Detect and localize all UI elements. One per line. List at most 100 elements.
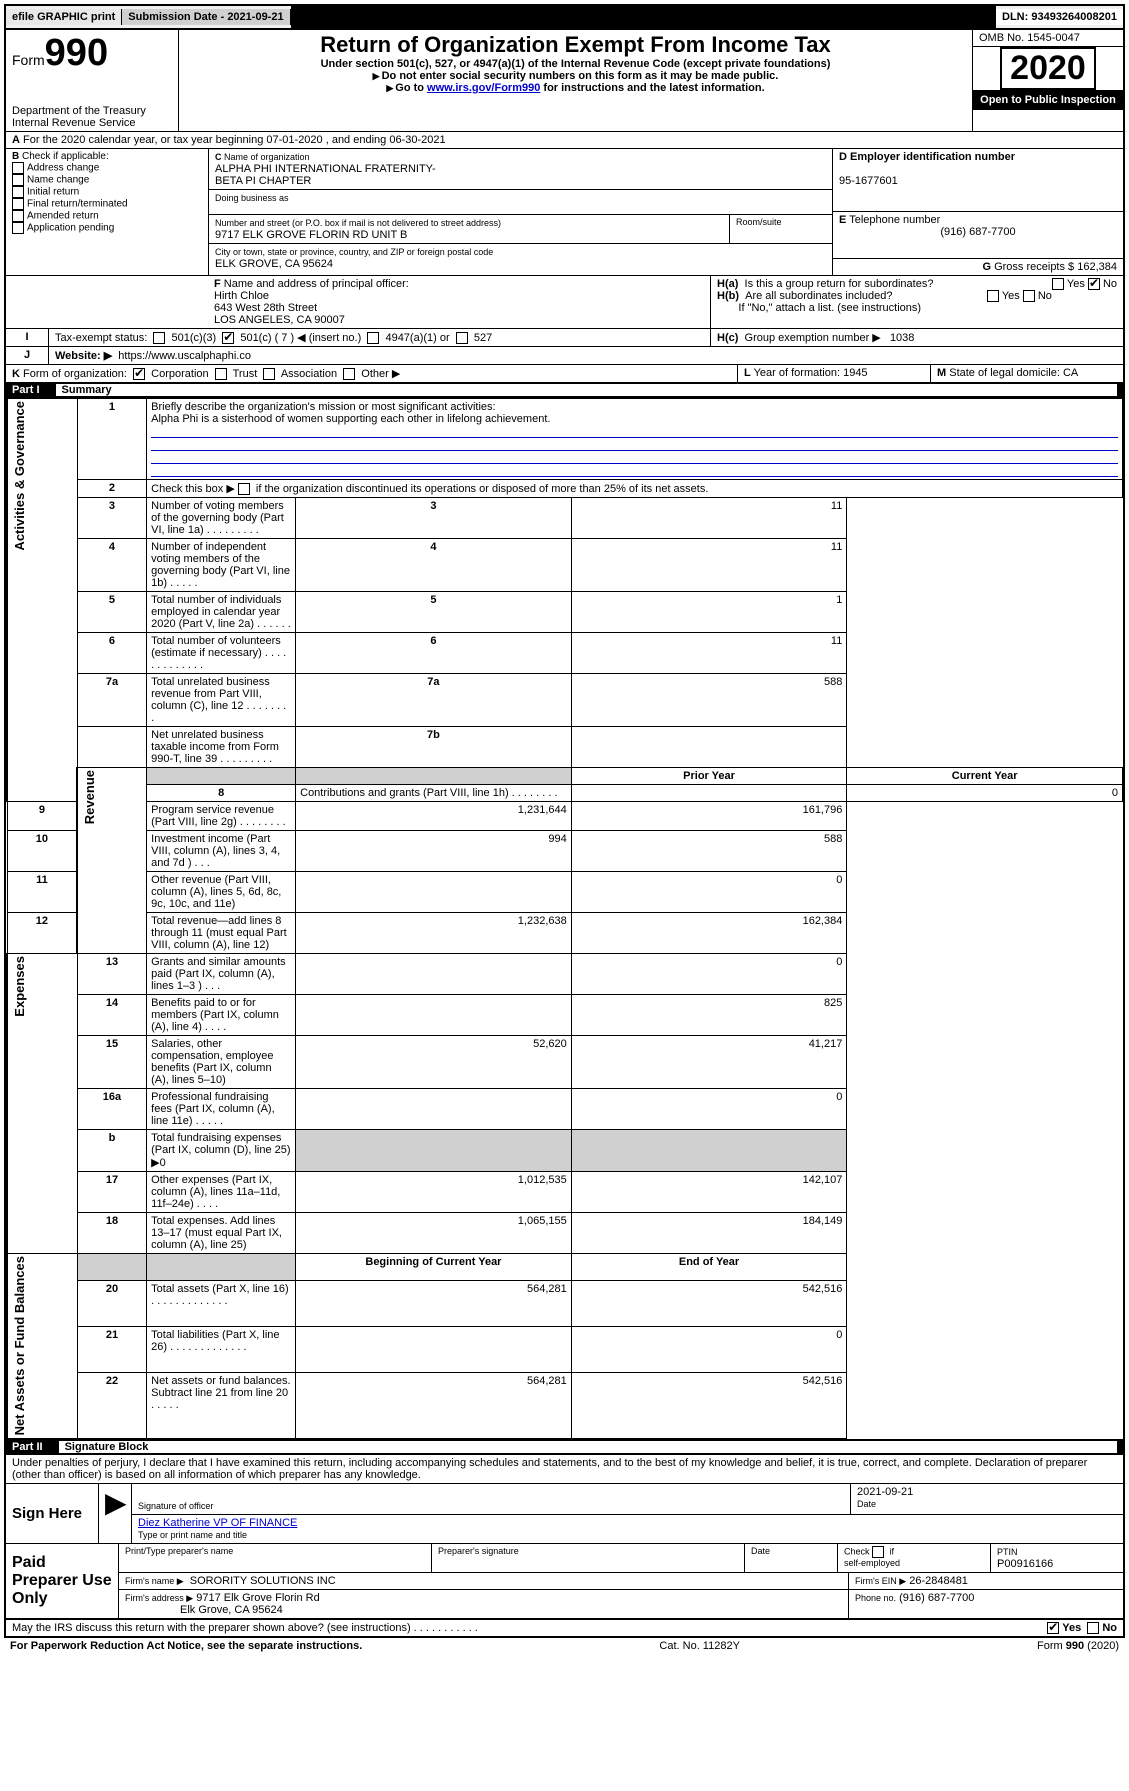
tax-year: 2020 [1000,47,1096,90]
tax-status-label: Tax-exempt status: [55,332,147,344]
domicile-label: State of legal domicile: [949,367,1060,379]
checkbox-initial-return[interactable] [12,186,24,198]
prep-name-label: Print/Type preparer's name [119,1544,431,1572]
ptin-value: P00916166 [997,1558,1053,1570]
firm-ein: 26-2848481 [909,1575,968,1587]
checkbox-address-change[interactable] [12,162,24,174]
checkbox-app-pending[interactable] [12,222,24,234]
self-employed-check: Check ifself-employed [837,1544,990,1572]
checkbox-501c[interactable] [222,332,234,344]
paid-preparer-label: Paid Preparer Use Only [6,1544,119,1618]
checkbox-hb-no[interactable] [1023,290,1035,302]
checkbox-trust[interactable] [215,368,227,380]
form-org-label: Form of organization: [23,368,127,380]
box-b-label: Check if applicable: [22,151,109,162]
group-exemption: 1038 [890,332,914,344]
h-b-note: If "No," attach a list. (see instruction… [738,302,921,314]
officer-typed-name[interactable]: Diez Katherine VP OF FINANCE [138,1517,297,1529]
officer-name: Hirth Chloe [214,290,269,302]
checkbox-527[interactable] [456,332,468,344]
discuss-irs: May the IRS discuss this return with the… [6,1619,1123,1636]
checkbox-amended[interactable] [12,210,24,222]
q2-label: Check this box ▶ if the organization dis… [147,480,1123,498]
form-title: Return of Organization Exempt From Incom… [185,32,966,58]
form-number: Form990 [12,32,172,75]
top-bar: efile GRAPHIC print Submission Date - 20… [4,4,1125,30]
omb-number: OMB No. 1545-0047 [973,30,1123,47]
sign-here-label: Sign Here [6,1484,99,1543]
dept-treasury: Department of the Treasury [12,105,172,117]
firm-name: SORORITY SOLUTIONS INC [190,1575,336,1587]
sig-date: 2021-09-21 [857,1486,913,1498]
open-inspection: Open to Public Inspection [973,90,1123,110]
checkbox-ha-yes[interactable] [1052,278,1064,290]
year-formation: 1945 [843,367,867,379]
dln: DLN: 93493264008201 [996,9,1123,25]
q1-label: Briefly describe the organization's miss… [151,401,495,413]
firm-city: Elk Grove, CA 95624 [180,1604,283,1616]
checkbox-final-return[interactable] [12,198,24,210]
checkbox-ha-no[interactable] [1088,278,1100,290]
prep-date-label: Date [744,1544,837,1572]
col-end-year: End of Year [571,1254,847,1281]
checkbox-501c3[interactable] [153,332,165,344]
checkbox-self-employed[interactable] [872,1546,884,1558]
addr-label: Number and street (or P.O. box if mail i… [215,218,501,228]
sig-officer-label: Signature of officer [138,1501,213,1511]
page-footer: For Paperwork Reduction Act Notice, see … [4,1638,1125,1654]
col-prior-year: Prior Year [571,768,847,785]
line-a-period: A For the 2020 calendar year, or tax yea… [6,131,1123,148]
checkbox-corp[interactable] [133,368,145,380]
cat-revenue: Revenue [82,770,97,824]
cat-governance: Activities & Governance [12,401,27,551]
col-current-year: Current Year [847,768,1123,785]
firm-addr: 9717 Elk Grove Florin Rd [196,1592,320,1604]
part-2-header: Part II Signature Block [6,1439,1123,1455]
officer-addr1: 643 West 28th Street [214,302,317,314]
instruction-link: Go to www.irs.gov/Form990 for instructio… [185,82,966,94]
irs-label: Internal Revenue Service [12,117,172,129]
city-label: City or town, state or province, country… [215,247,493,257]
ein-label: Employer identification number [850,151,1015,163]
phone-label: Telephone number [849,214,940,226]
checkbox-discontinued[interactable] [238,483,250,495]
submission-date: Submission Date - 2021-09-21 [122,9,290,25]
org-name-label: Name of organization [224,152,310,162]
part-1-header: Part I Summary [6,382,1123,398]
cat-net-assets: Net Assets or Fund Balances [12,1256,27,1435]
irs-link[interactable]: www.irs.gov/Form990 [427,82,540,94]
gross-receipts-value: 162,384 [1077,261,1117,273]
org-city: ELK GROVE, CA 95624 [215,258,333,270]
form-header: Form990 Department of the Treasury Inter… [6,30,1123,131]
form-subtitle: Under section 501(c), 527, or 4947(a)(1)… [185,58,966,70]
checkbox-other[interactable] [343,368,355,380]
efile-link[interactable]: efile GRAPHIC print [6,9,122,25]
checkbox-assoc[interactable] [263,368,275,380]
prep-phone: (916) 687-7700 [899,1592,974,1604]
prep-sig-label: Preparer's signature [431,1544,744,1572]
part-1-table: Activities & Governance 1 Briefly descri… [6,398,1123,1439]
officer-label: Name and address of principal officer: [224,278,409,290]
h-a-label: Is this a group return for subordinates? [745,278,934,290]
date-label: Date [857,1499,876,1509]
website-label: Website: ▶ [55,350,112,362]
room-suite-label: Room/suite [729,215,832,243]
website-value: https://www.uscalphaphi.co [118,350,251,362]
prep-phone-label: Phone no. [855,1593,896,1603]
checkbox-name-change[interactable] [12,174,24,186]
q1-answer: Alpha Phi is a sisterhood of women suppo… [151,413,550,425]
checkbox-hb-yes[interactable] [987,290,999,302]
h-b-label: Are all subordinates included? [745,290,892,302]
officer-addr2: LOS ANGELES, CA 90007 [214,314,345,326]
type-name-label: Type or print name and title [138,1530,247,1540]
checkbox-discuss-yes[interactable] [1047,1622,1059,1634]
checkbox-4947[interactable] [367,332,379,344]
checkbox-discuss-no[interactable] [1087,1622,1099,1634]
firm-addr-label: Firm's address ▶ [125,1593,193,1603]
firm-name-label: Firm's name ▶ [125,1576,184,1586]
dba-label: Doing business as [215,193,289,203]
perjury-declaration: Under penalties of perjury, I declare th… [6,1455,1123,1483]
instruction-ssn: Do not enter social security numbers on … [185,70,966,82]
phone-value: (916) 687-7700 [839,226,1117,238]
h-c-label: Group exemption number ▶ [745,332,881,344]
